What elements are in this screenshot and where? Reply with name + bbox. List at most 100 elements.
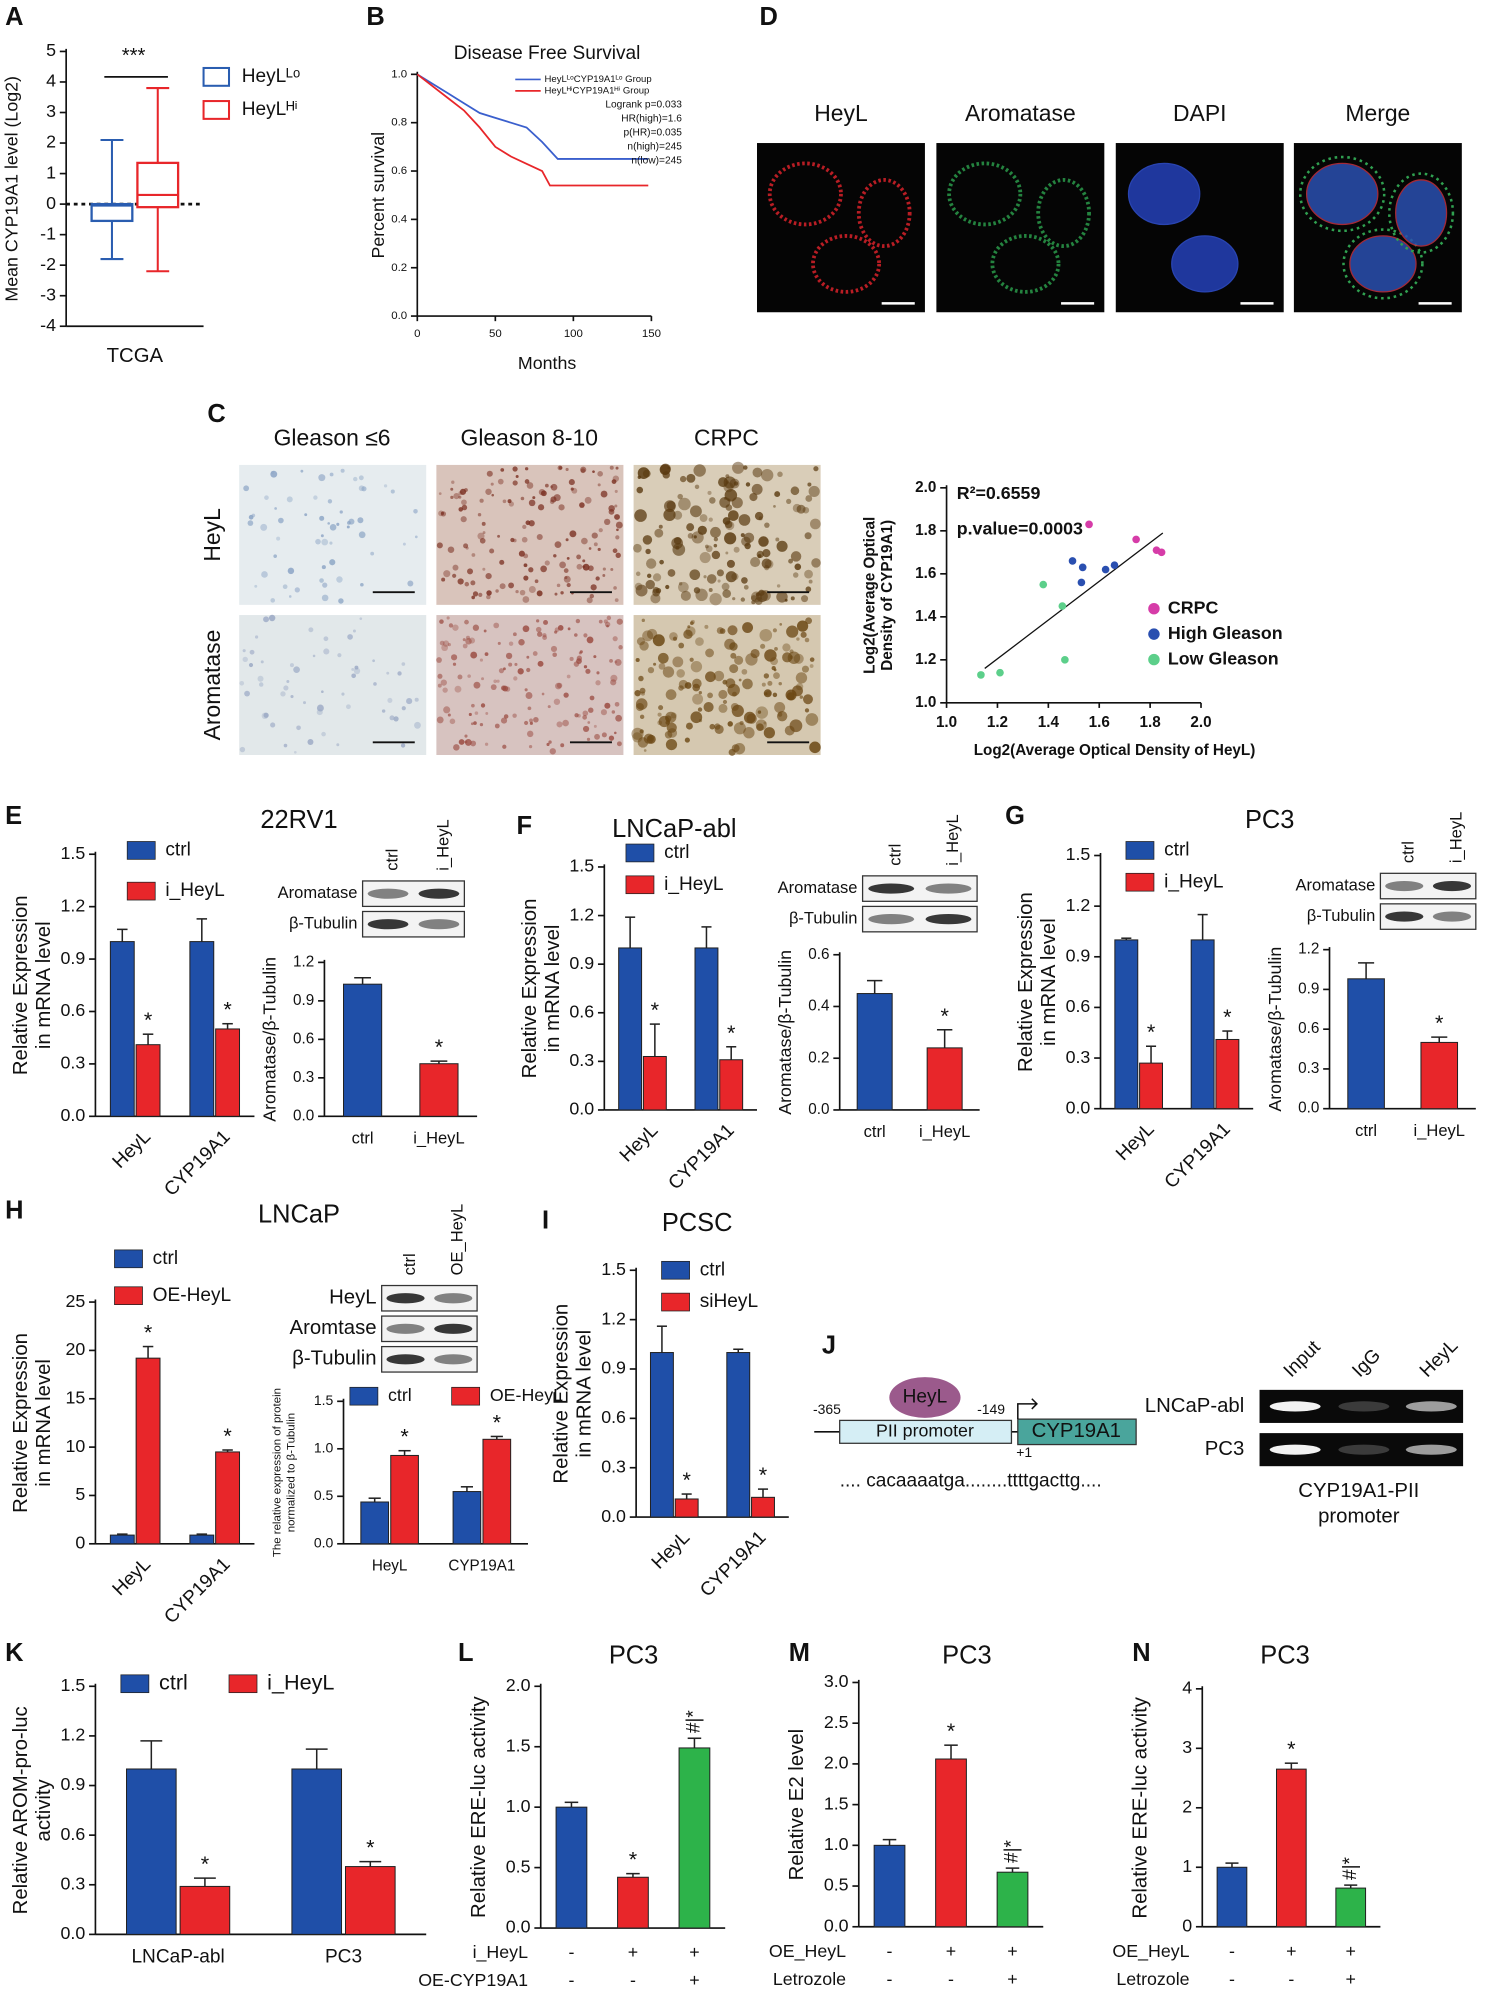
cell xyxy=(569,530,577,538)
x-tick-label: 1.4 xyxy=(1038,714,1060,731)
cell xyxy=(634,582,643,591)
cell xyxy=(510,537,515,543)
legend-swatch xyxy=(1125,841,1155,860)
cell xyxy=(528,745,533,749)
significance: #|* xyxy=(1002,1839,1023,1863)
cell xyxy=(658,524,663,529)
cell xyxy=(708,587,713,592)
cell xyxy=(536,533,543,541)
cell xyxy=(490,482,494,486)
cell xyxy=(678,679,688,689)
y-tick-label: 0.3 xyxy=(1298,1060,1319,1077)
cell xyxy=(521,536,528,543)
cell xyxy=(652,573,662,582)
bar xyxy=(694,947,719,1111)
cell xyxy=(588,547,592,550)
band xyxy=(925,914,972,925)
cell xyxy=(286,680,290,684)
y-tick-label: 0.0 xyxy=(506,1917,531,1937)
panel-letter: N xyxy=(1132,1639,1150,1667)
cell xyxy=(576,554,582,560)
bar xyxy=(189,1534,215,1545)
cell xyxy=(493,622,500,629)
panel-letter: F xyxy=(517,812,533,840)
cell xyxy=(559,561,566,569)
cell xyxy=(287,567,295,575)
cell xyxy=(452,564,459,571)
bar xyxy=(215,1028,241,1117)
cell xyxy=(796,637,800,641)
significance: * xyxy=(400,1424,409,1449)
cell xyxy=(353,476,358,482)
cell xyxy=(763,727,775,739)
x-tick-label: ctrl xyxy=(864,1122,886,1141)
cell xyxy=(537,660,544,667)
legend-label: OE-HeyL xyxy=(153,1285,231,1306)
cell xyxy=(563,692,569,698)
cell xyxy=(261,571,268,578)
bar xyxy=(1114,939,1139,1110)
cell xyxy=(684,737,690,743)
fluorescence-image xyxy=(756,143,925,313)
cell xyxy=(373,682,377,686)
cell xyxy=(270,722,276,728)
y-tick-label: 0.3 xyxy=(601,1456,626,1476)
cell xyxy=(532,651,538,656)
cell xyxy=(268,614,276,622)
cell xyxy=(459,488,467,495)
band-label: Aromatase xyxy=(278,883,358,902)
bar xyxy=(109,1534,135,1545)
cell xyxy=(1171,235,1239,293)
band xyxy=(434,1323,473,1334)
annotation: n(low)=245 xyxy=(631,156,682,167)
legend-swatch xyxy=(451,1386,481,1406)
cell xyxy=(346,704,351,710)
y-tick-label: 1.0 xyxy=(915,694,936,711)
cell xyxy=(575,618,581,624)
cell xyxy=(749,492,758,502)
cell xyxy=(321,731,326,737)
cell xyxy=(248,662,254,668)
y-tick-label: 2.0 xyxy=(824,1753,849,1773)
cell xyxy=(327,499,333,504)
cell xyxy=(508,641,514,646)
cell xyxy=(731,497,743,509)
cell xyxy=(449,718,456,725)
panel-letter: J xyxy=(822,1331,836,1359)
legend-label: ctrl xyxy=(700,1259,725,1280)
cell xyxy=(447,643,451,647)
y-tick-label: 1 xyxy=(1182,1856,1192,1876)
cell xyxy=(761,682,766,687)
y-axis-label: Log2(Average Optical xyxy=(861,517,878,674)
cell xyxy=(500,468,505,472)
condition-mark: - xyxy=(1288,1969,1294,1989)
y-axis-label: Density of CYP19A1) xyxy=(879,520,896,671)
cell xyxy=(389,715,395,721)
cell xyxy=(346,525,350,529)
y-tick-label: -1 xyxy=(40,223,56,243)
cell xyxy=(595,576,600,581)
cell xyxy=(689,657,694,662)
cell xyxy=(446,616,450,620)
cell xyxy=(602,574,606,577)
cell xyxy=(763,689,772,698)
cell xyxy=(1388,172,1455,254)
band-label: β-Tubulin xyxy=(1307,906,1376,925)
point xyxy=(1061,656,1069,664)
cell xyxy=(676,669,685,678)
cell xyxy=(665,711,677,723)
condition-label: OE_HeyL xyxy=(1112,1941,1189,1962)
cell xyxy=(502,744,507,749)
cell xyxy=(471,553,476,557)
cell xyxy=(614,514,620,520)
position-label: -365 xyxy=(813,1401,841,1417)
cell xyxy=(612,548,618,554)
significance: * xyxy=(727,1020,736,1045)
cell xyxy=(639,729,644,734)
y-axis-label: Relative Expression xyxy=(10,895,32,1075)
cell xyxy=(660,463,671,475)
cell xyxy=(464,619,469,625)
cell xyxy=(440,511,445,515)
cell xyxy=(557,465,563,471)
cell xyxy=(586,636,594,644)
